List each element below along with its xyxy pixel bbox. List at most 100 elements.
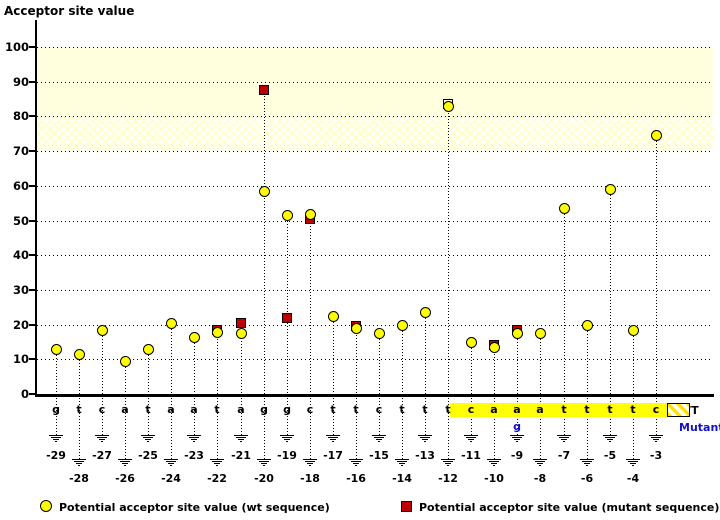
highlight-hatched-cell: [667, 403, 690, 417]
stem-line: [287, 215, 288, 394]
position-label--18: -18: [300, 472, 320, 485]
stem-line: [633, 330, 634, 394]
y-tick-90: [29, 80, 35, 83]
wt-marker--18: [305, 209, 316, 220]
ground-line: [379, 398, 380, 435]
legend-mutant-square-icon: [401, 501, 412, 512]
ground-symbol: [141, 435, 155, 444]
ground-symbol: [303, 459, 317, 468]
gridline-90: [37, 81, 713, 83]
stem-line: [79, 354, 80, 394]
wt-base--24: a: [167, 403, 175, 416]
wt-base--27: c: [98, 403, 106, 416]
ground-line: [102, 398, 103, 435]
y-tick-label-90: 90: [12, 74, 29, 89]
position-label--27: -27: [92, 449, 112, 462]
ground-line: [217, 398, 218, 459]
wt-marker--17: [328, 311, 339, 322]
wt-marker--16: [351, 323, 362, 334]
y-tick-50: [29, 219, 35, 222]
stem-line: [656, 135, 657, 394]
ground-line: [333, 398, 334, 435]
y-tick-label-30: 30: [12, 282, 29, 297]
wt-base--25: t: [145, 403, 151, 416]
wt-base--12: t: [445, 403, 451, 416]
ground-symbol: [626, 459, 640, 468]
wt-base--11: c: [467, 403, 475, 416]
ground-symbol: [49, 435, 63, 444]
y-tick-label-40: 40: [12, 248, 29, 263]
position-label--4: -4: [626, 472, 640, 485]
ground-symbol: [72, 459, 86, 468]
wt-base--17: t: [330, 403, 336, 416]
wt-marker--14: [397, 320, 408, 331]
ground-symbol: [487, 459, 501, 468]
position-label--23: -23: [184, 449, 204, 462]
wt-marker--11: [466, 337, 477, 348]
ground-line: [241, 398, 242, 435]
gridline-20: [37, 324, 713, 326]
ground-line: [587, 398, 588, 459]
ground-symbol: [580, 459, 594, 468]
legend-mutant-label: Potential acceptor site value (mutant se…: [419, 501, 720, 514]
wt-base--23: a: [190, 403, 198, 416]
wt-base--20: g: [260, 403, 268, 416]
position-label--8: -8: [533, 472, 547, 485]
position-label--9: -9: [510, 449, 524, 462]
ground-line: [633, 398, 634, 459]
stem-line: [148, 349, 149, 394]
y-tick-label-100: 100: [4, 40, 29, 54]
wt-marker--4: [628, 325, 639, 336]
wt-marker--7: [559, 203, 570, 214]
stem-line: [125, 361, 126, 394]
gridline-60: [37, 185, 713, 187]
ground-line: [194, 398, 195, 435]
ground-symbol: [603, 435, 617, 444]
position-label--28: -28: [69, 472, 89, 485]
gridline-70: [37, 151, 713, 153]
gridline-50: [37, 220, 713, 222]
position-label--15: -15: [369, 449, 389, 462]
position-label--14: -14: [392, 472, 412, 485]
gridline-40: [37, 255, 713, 257]
wt-marker--25: [143, 344, 154, 355]
ground-line: [540, 398, 541, 459]
ground-symbol: [280, 435, 294, 444]
wt-base--8: a: [536, 403, 544, 416]
stem-line: [448, 104, 449, 394]
ground-symbol: [326, 435, 340, 444]
wt-marker--5: [605, 184, 616, 195]
ground-line: [148, 398, 149, 435]
ground-symbol: [395, 459, 409, 468]
wt-base--19: g: [283, 403, 291, 416]
y-tick-label-80: 80: [12, 109, 29, 124]
y-axis-line: [35, 20, 37, 397]
stem-line: [56, 349, 57, 394]
wt-base--3: c: [652, 403, 660, 416]
wt-marker--15: [374, 328, 385, 339]
stem-line: [264, 90, 265, 394]
wt-base--26: a: [121, 403, 129, 416]
stem-line: [102, 330, 103, 394]
ground-symbol: [187, 435, 201, 444]
wt-base--16: t: [353, 403, 359, 416]
position-label--12: -12: [438, 472, 458, 485]
highlight-box: [450, 403, 667, 417]
position-label--26: -26: [115, 472, 135, 485]
legend-wt-circle-icon: [40, 500, 52, 512]
ground-symbol: [557, 435, 571, 444]
wt-marker--10: [489, 342, 500, 353]
ground-line: [425, 398, 426, 435]
y-tick-60: [29, 184, 35, 187]
ground-line: [402, 398, 403, 459]
wt-base--29: g: [52, 403, 60, 416]
wt-base--22: t: [214, 403, 220, 416]
wt-base--21: a: [237, 403, 245, 416]
ground-symbol: [372, 435, 386, 444]
threshold-band-70-80: [37, 116, 713, 152]
position-label--10: -10: [484, 472, 504, 485]
stem-line: [402, 325, 403, 394]
position-label--29: -29: [46, 449, 66, 462]
chart-title: Acceptor site value: [4, 4, 135, 18]
position-label--20: -20: [254, 472, 274, 485]
